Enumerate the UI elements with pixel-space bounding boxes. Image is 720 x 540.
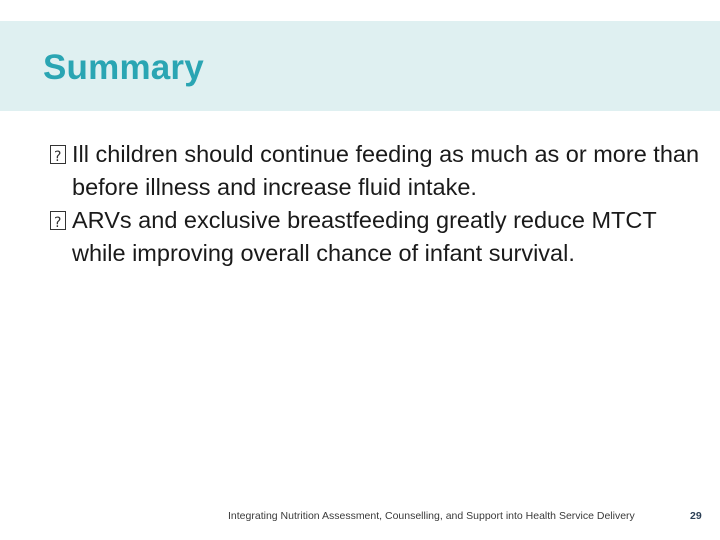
page-number: 29: [690, 510, 702, 522]
bullet-text: ARVs and exclusive breastfeeding greatly…: [72, 207, 657, 266]
bullet-item: ARVs and exclusive breastfeeding greatly…: [50, 204, 700, 270]
bullet-list: Ill children should continue feeding as …: [50, 138, 700, 270]
bullet-box-icon: [50, 141, 66, 174]
footer-text: Integrating Nutrition Assessment, Counse…: [228, 510, 635, 522]
bullet-box-icon: [50, 207, 66, 240]
slide-title: Summary: [43, 48, 204, 87]
bullet-text: Ill children should continue feeding as …: [72, 141, 700, 200]
bullet-item: Ill children should continue feeding as …: [50, 138, 700, 204]
title-band: [0, 21, 720, 111]
